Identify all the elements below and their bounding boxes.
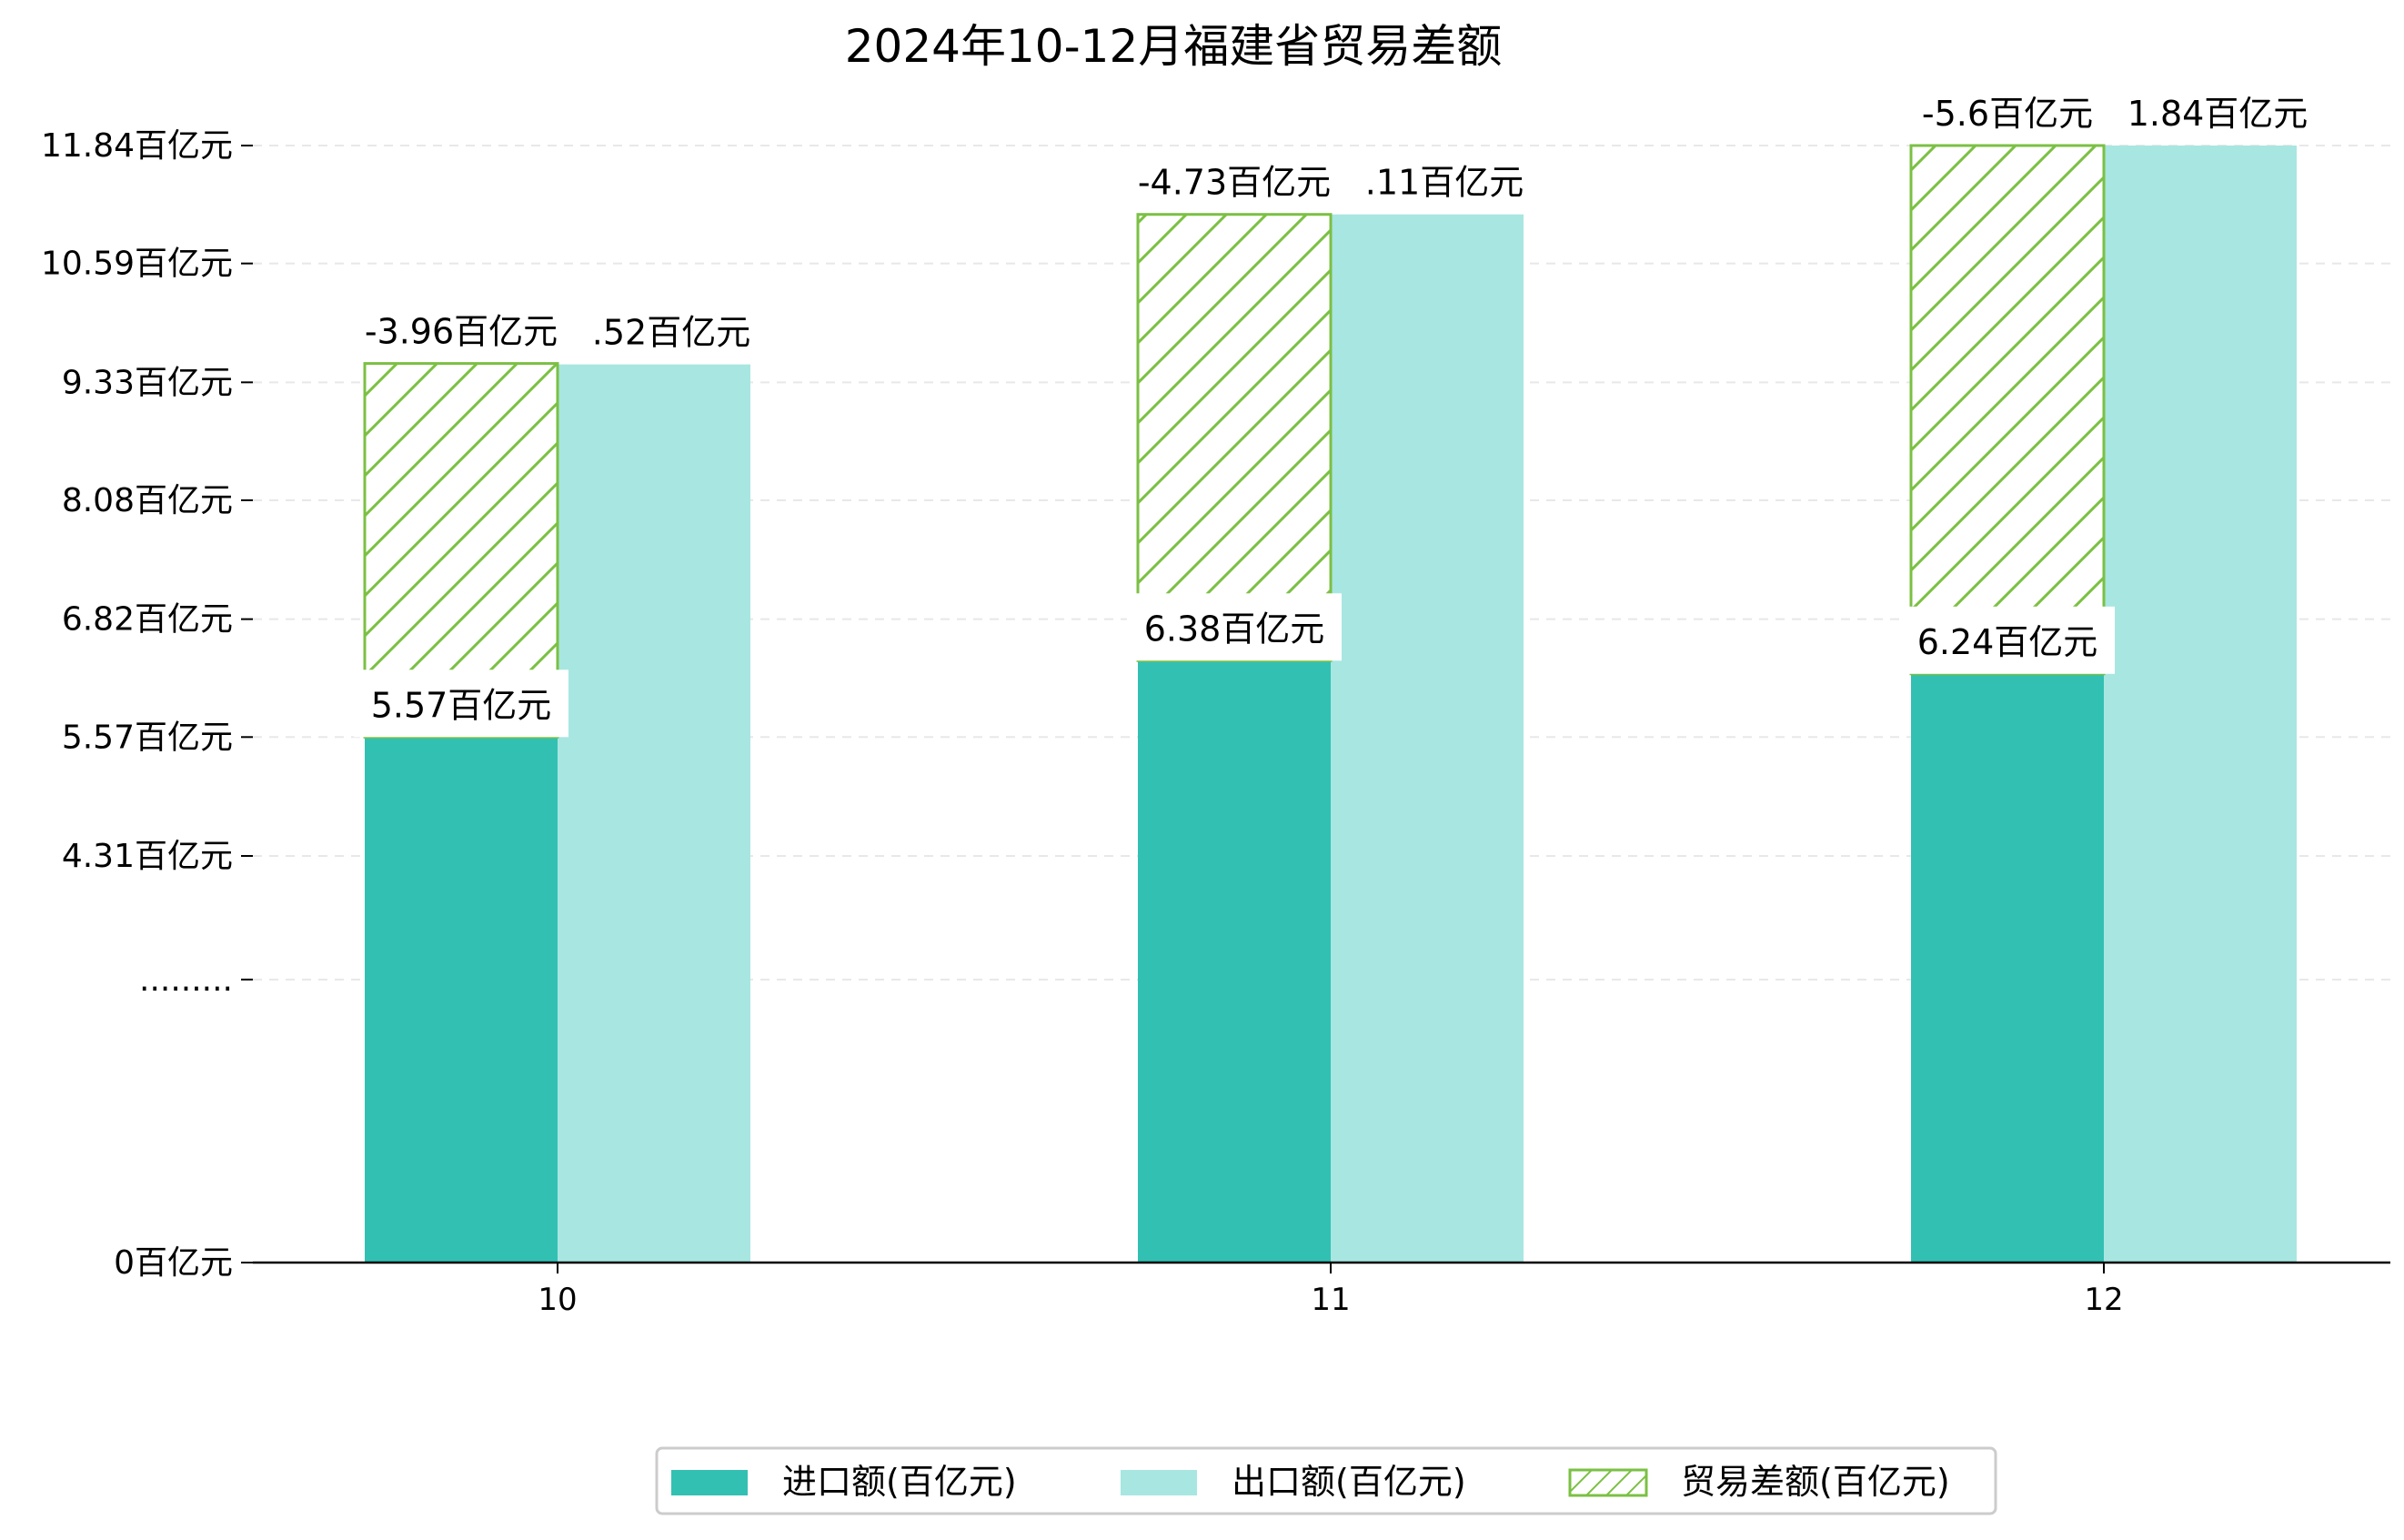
data-label: 6.24百亿元 [1917, 622, 2098, 662]
y-tick-label: 8.08百亿元 [62, 482, 233, 519]
label-background [352, 307, 570, 360]
import-bar [1138, 660, 1331, 1263]
legend-box [655, 1446, 1997, 1515]
y-tick-label: ......... [139, 961, 233, 999]
data-label: .11百亿元 [1365, 163, 1524, 203]
data-label: -5.6百亿元 [1922, 94, 2093, 134]
legend-label: 进口额(百亿元) [782, 1462, 1017, 1502]
label-background [1898, 89, 2117, 142]
x-tick-label: 10 [538, 1282, 577, 1318]
label-background [354, 669, 568, 738]
export-bar [2104, 146, 2297, 1263]
y-tick-label: 6.82百亿元 [62, 601, 233, 639]
label-background [1125, 157, 1343, 211]
legend-swatch [1121, 1470, 1197, 1495]
y-tick-label: 11.84百亿元 [41, 127, 233, 165]
trade-balance-bar [1909, 144, 2106, 676]
export-bar [1331, 214, 1524, 1263]
y-tick-label: 5.57百亿元 [62, 719, 233, 756]
legend-swatch [1568, 1468, 1648, 1497]
data-labels: 5.57百亿元 -3.96百亿元 .52百亿元 6.38百亿元 -4.73百亿元 .11百… [352, 89, 2308, 738]
y-tick-label: 10.59百亿元 [41, 246, 233, 283]
legend-swatch [671, 1470, 748, 1495]
bars [363, 144, 2297, 1263]
x-tick-label: 11 [1311, 1282, 1350, 1318]
chart-title: 2024年10-12月福建省贸易差额 [845, 20, 1503, 73]
data-label: -3.96百亿元 [365, 312, 558, 352]
data-label: -4.73百亿元 [1138, 163, 1331, 203]
y-tick-label: 4.31百亿元 [62, 838, 233, 875]
label-background [1900, 606, 2115, 674]
axes: 0百亿元......... 4.31百亿元 5.57百亿元 6.82百亿元 8.08百亿… [41, 127, 2390, 1318]
legend: 进口额(百亿元) 出口额(百亿元) 贸易差额(百亿元) [655, 1446, 1997, 1515]
data-label: 1.84百亿元 [2127, 94, 2308, 134]
data-label: 5.57百亿元 [371, 685, 552, 725]
import-bar [1911, 673, 2104, 1263]
trade-balance-bar [1136, 213, 1333, 662]
data-label: 6.38百亿元 [1144, 609, 1325, 649]
legend-label: 出口额(百亿元) [1232, 1462, 1466, 1502]
x-tick-label: 12 [2084, 1282, 2123, 1318]
legend-label: 贸易差额(百亿元) [1681, 1462, 1950, 1502]
y-tick-label: 9.33百亿元 [62, 364, 233, 401]
data-label: .52百亿元 [592, 313, 750, 353]
label-background [1127, 593, 1342, 661]
export-bar [558, 364, 750, 1263]
import-bar [365, 737, 558, 1263]
y-tick-label: 0百亿元 [114, 1244, 233, 1282]
